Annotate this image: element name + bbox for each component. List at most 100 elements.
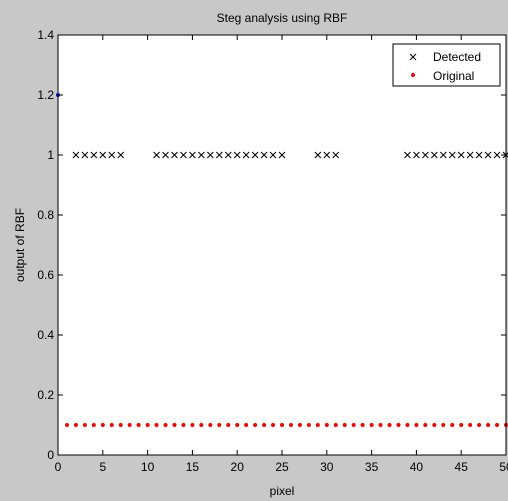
data-point [360, 423, 365, 427]
x-tick-label: 35 [365, 460, 379, 474]
data-point [262, 423, 267, 427]
legend-marker-detected [409, 53, 417, 61]
data-point [396, 423, 401, 427]
y-tick-label: 0.8 [37, 208, 54, 222]
data-point [450, 423, 455, 427]
data-point [136, 423, 141, 427]
y-tick-label: 1.2 [37, 88, 54, 102]
series-original [64, 423, 508, 427]
x-tick-label: 5 [99, 460, 106, 474]
data-point [163, 423, 168, 427]
data-point [297, 423, 302, 427]
data-point [441, 423, 446, 427]
data-point [162, 151, 169, 159]
x-axis-label: pixel [270, 484, 295, 498]
x-tick-label: 15 [186, 460, 200, 474]
data-point [180, 151, 187, 159]
y-tick-label: 1.4 [37, 28, 54, 42]
data-point [314, 151, 322, 159]
data-point [448, 151, 456, 159]
data-point [242, 151, 250, 159]
data-point [99, 151, 107, 159]
data-point [404, 151, 411, 159]
data-point [235, 423, 240, 427]
data-point [260, 151, 268, 159]
data-point [109, 423, 114, 427]
data-point [369, 423, 374, 427]
x-tick-label: 40 [410, 460, 424, 474]
x-tick-label: 25 [275, 460, 289, 474]
data-point [81, 151, 89, 159]
data-point [208, 423, 213, 427]
data-point [486, 423, 491, 427]
legend-label-original: Original [433, 69, 474, 83]
chart-title: Steg analysis using RBF [217, 11, 348, 25]
data-point [118, 423, 123, 427]
data-point [333, 423, 338, 427]
data-point [199, 423, 204, 427]
data-point [315, 423, 320, 427]
data-point [244, 423, 249, 427]
data-point [422, 151, 429, 159]
legend-label-detected: Detected [433, 50, 481, 64]
axis-ticks: 0 5 10 15 20 25 30 35 40 45 50 0 0.2 0.4 0.6 0.8 1 1.2 1.4 [37, 28, 508, 474]
data-point [495, 423, 500, 427]
series-detected [72, 151, 508, 159]
x-tick-label: 30 [320, 460, 334, 474]
data-point [215, 151, 223, 159]
data-point [172, 423, 177, 427]
data-point [108, 151, 116, 159]
data-point [278, 151, 286, 159]
data-point [145, 423, 150, 427]
data-point [171, 151, 178, 159]
data-point [423, 423, 428, 427]
data-point [189, 151, 196, 159]
data-point [82, 423, 87, 427]
data-point [73, 423, 78, 427]
data-point [342, 423, 347, 427]
data-point [475, 151, 483, 159]
data-point [332, 151, 340, 159]
data-point [387, 423, 392, 427]
y-tick-label: 0.6 [37, 268, 54, 282]
data-point [153, 151, 160, 159]
y-axis-label: output of RBF [13, 208, 27, 282]
data-point [251, 151, 259, 159]
x-tick-label: 20 [231, 460, 245, 474]
y-tick-label: 1 [47, 148, 54, 162]
data-point [64, 423, 69, 427]
data-point [484, 151, 492, 159]
data-point [117, 151, 125, 159]
data-point [324, 423, 329, 427]
chart-marks [56, 93, 508, 427]
data-point [206, 151, 214, 159]
data-point [439, 151, 447, 159]
data-point [493, 151, 501, 159]
legend: Detected Original [392, 43, 501, 87]
data-point [378, 423, 383, 427]
data-point [414, 423, 419, 427]
x-tick-label: 10 [141, 460, 155, 474]
data-point [269, 151, 277, 159]
data-point [90, 151, 98, 159]
data-point [323, 151, 331, 159]
legend-box [392, 43, 501, 87]
legend-marker-original [411, 73, 415, 77]
x-tick-label: 50 [499, 460, 508, 474]
data-point [457, 151, 465, 159]
y-tick-label: 0.2 [37, 388, 54, 402]
data-point [253, 423, 258, 427]
data-point [306, 423, 311, 427]
data-point [288, 423, 293, 427]
data-point [226, 423, 231, 427]
y-tick-label: 0 [47, 448, 54, 462]
data-point [432, 423, 437, 427]
data-point [459, 423, 464, 427]
data-point [430, 151, 438, 159]
data-point [224, 151, 232, 159]
plot-area [58, 35, 506, 455]
data-point [468, 423, 473, 427]
data-point [351, 423, 356, 427]
data-point [198, 151, 205, 159]
data-point [154, 423, 159, 427]
